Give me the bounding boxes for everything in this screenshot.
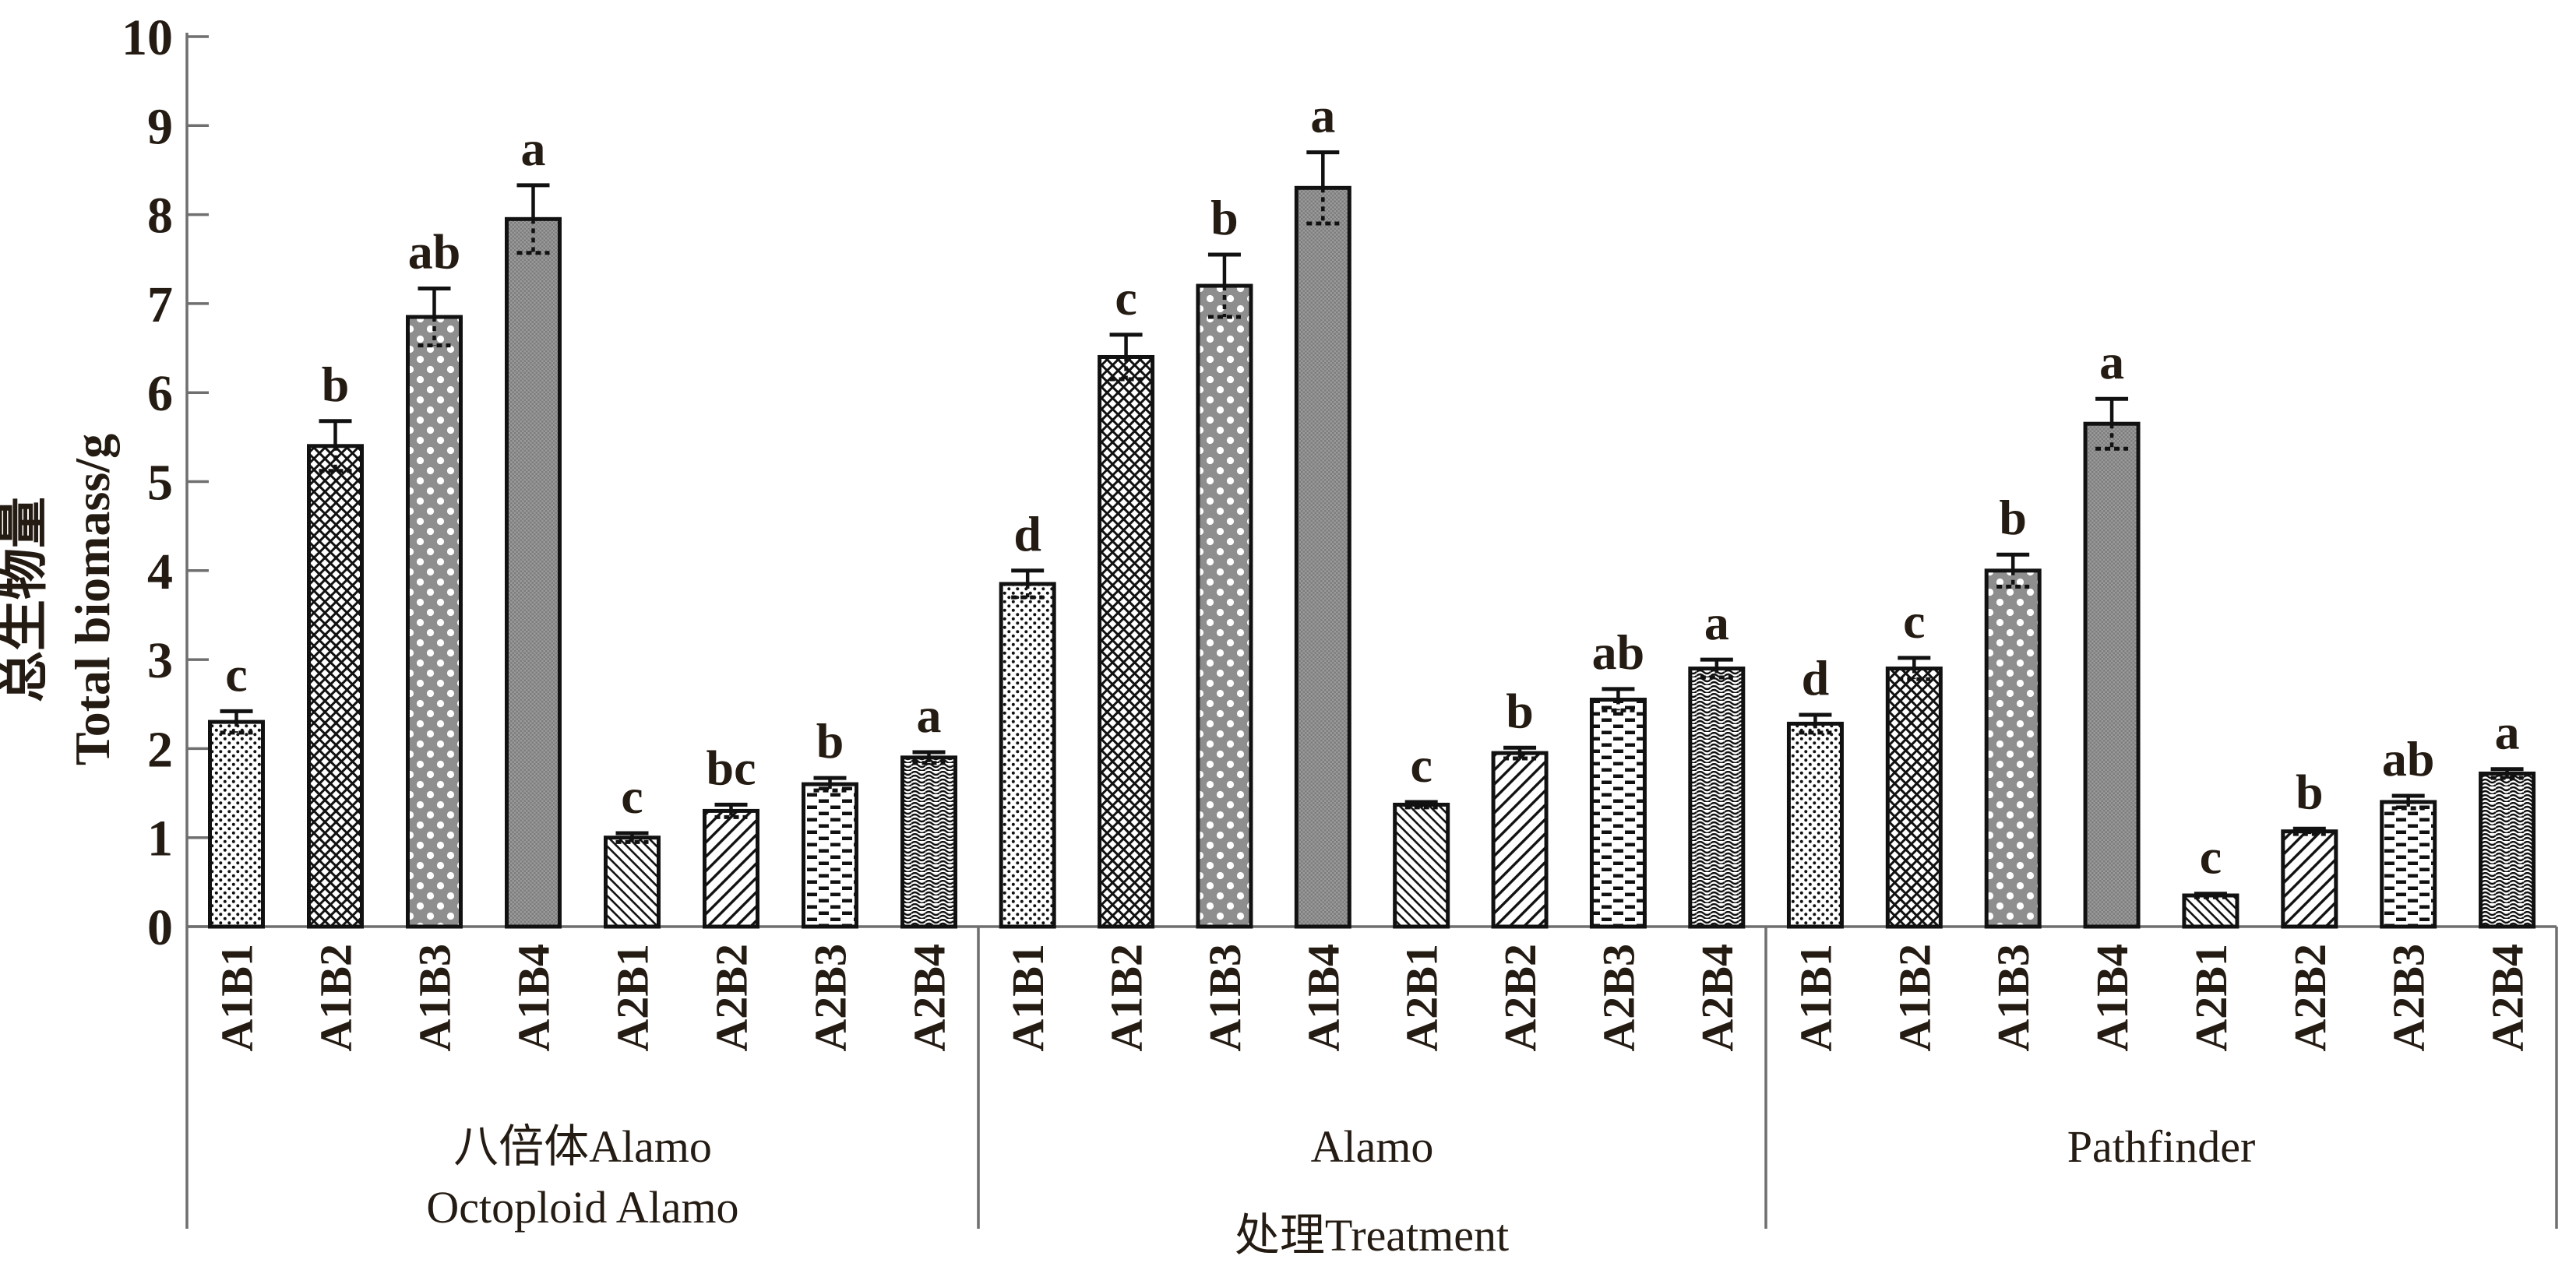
significance-letter: d [1013, 506, 1041, 561]
significance-letter: a [2099, 334, 2124, 389]
bar-A1B2 [1885, 667, 1943, 929]
bar-A2B1 [1393, 802, 1450, 929]
bar-A1B1 [1786, 721, 1844, 929]
bar-A2B4 [900, 755, 957, 929]
x-tick-label: A2B1 [608, 944, 658, 1052]
x-tick-label: A2B1 [2186, 944, 2236, 1052]
significance-letter: b [2296, 764, 2324, 819]
significance-letter: a [1310, 88, 1335, 143]
x-tick-label: A1B3 [410, 944, 460, 1052]
significance-letter: b [1999, 490, 2027, 545]
x-tick-label: A1B1 [1790, 944, 1841, 1052]
axes [185, 33, 2558, 1229]
significance-letter: b [816, 713, 844, 769]
significance-letter: c [1115, 270, 1136, 325]
y-tick-label: 7 [147, 276, 173, 333]
significance-letter: c [1410, 737, 1432, 793]
significance-letter: a [2495, 705, 2520, 760]
bar-A2B2 [1491, 751, 1549, 929]
x-tick-label: A1B1 [212, 944, 263, 1052]
bar-A1B3 [1984, 568, 2042, 929]
x-tick-label: A2B3 [805, 944, 856, 1052]
y-tick-label: 8 [147, 188, 173, 245]
x-axis-title: 处理Treatment [1235, 1210, 1509, 1261]
x-tick-label: A1B4 [509, 944, 559, 1052]
y-tick-label: 2 [147, 721, 173, 778]
bar-A2B1 [604, 836, 661, 929]
group-label: 八倍体Alamo [453, 1121, 712, 1172]
bar-A1B4 [2083, 421, 2141, 929]
significance-letter: b [1210, 190, 1239, 245]
y-tick-label: 0 [147, 899, 173, 956]
significance-letter: c [1903, 593, 1925, 649]
y-tick-label: 3 [147, 632, 173, 689]
y-tick-label: 6 [147, 365, 173, 422]
bar-A2B1 [2182, 893, 2239, 929]
significance-letter: c [621, 769, 643, 824]
bar-A1B4 [1294, 185, 1351, 929]
significance-letter: ab [2382, 731, 2435, 786]
significance-letter: bc [707, 740, 756, 795]
y-tick-label: 9 [147, 98, 173, 155]
bar-A2B4 [1688, 667, 1746, 929]
x-tick-label: A2B1 [1397, 944, 1447, 1052]
x-tick-label: A1B2 [1101, 944, 1152, 1052]
y-axis-title-english: Total biomass/g [65, 434, 120, 765]
x-tick-label: A2B2 [2285, 944, 2335, 1052]
x-tick-label: A2B3 [2384, 944, 2434, 1052]
y-tick-label: 4 [147, 544, 173, 600]
x-tick-label: A2B4 [2483, 944, 2533, 1052]
x-tick-label: A1B4 [1298, 944, 1348, 1052]
significance-letter: d [1802, 650, 1830, 705]
bars-layer [208, 185, 2536, 929]
bar-A1B2 [307, 444, 364, 929]
significance-letter: c [225, 646, 247, 702]
x-tick-label: A1B2 [1889, 944, 1940, 1052]
bar-A2B3 [802, 782, 858, 929]
bar-A1B3 [1196, 283, 1253, 929]
x-tick-label: A2B2 [707, 944, 757, 1052]
bar-A2B4 [2479, 771, 2536, 929]
y-tick-label: 10 [122, 9, 173, 66]
x-tick-label: A1B2 [311, 944, 361, 1052]
x-tick-label: A2B2 [1495, 944, 1545, 1052]
x-tick-label: A2B4 [904, 944, 955, 1052]
y-tick-label: 5 [147, 455, 173, 512]
bar-A1B1 [208, 719, 265, 929]
significance-letter: ab [1592, 624, 1645, 680]
significance-letter: c [2200, 829, 2222, 885]
bar-A2B2 [703, 808, 759, 929]
significance-letter: ab [408, 223, 461, 279]
group-label: Alamo [1311, 1121, 1434, 1172]
bar-A2B3 [1589, 698, 1647, 929]
bar-A2B2 [2281, 829, 2338, 929]
x-tick-label: A1B3 [1200, 944, 1250, 1052]
bar-A2B3 [2380, 800, 2437, 929]
tick-and-letter-layer: 012345678910cA1B1bA1B2abA1B3aA1B4cA2B1bc… [122, 9, 2533, 1233]
x-tick-label: A2B4 [1692, 944, 1743, 1052]
significance-letter: a [1704, 595, 1729, 650]
bar-A1B1 [999, 582, 1056, 929]
bar-A1B2 [1098, 354, 1155, 929]
bar-A1B3 [406, 315, 463, 929]
y-axis-title-chinese: 总生物量 [0, 497, 52, 702]
significance-letter: b [1506, 683, 1534, 738]
significance-letter: a [917, 688, 942, 743]
y-tick-label: 1 [147, 811, 173, 867]
group-label: Pathfinder [2067, 1121, 2256, 1172]
error-bars-layer [220, 150, 2524, 899]
significance-letter: a [521, 121, 546, 176]
x-tick-label: A1B4 [2087, 944, 2137, 1052]
bar-A1B4 [505, 216, 562, 929]
significance-letter: b [322, 357, 350, 412]
x-tick-label: A1B1 [1003, 944, 1053, 1052]
group-label: Octoploid Alamo [426, 1182, 738, 1233]
x-tick-label: A2B3 [1593, 944, 1644, 1052]
x-tick-label: A1B3 [1988, 944, 2039, 1052]
